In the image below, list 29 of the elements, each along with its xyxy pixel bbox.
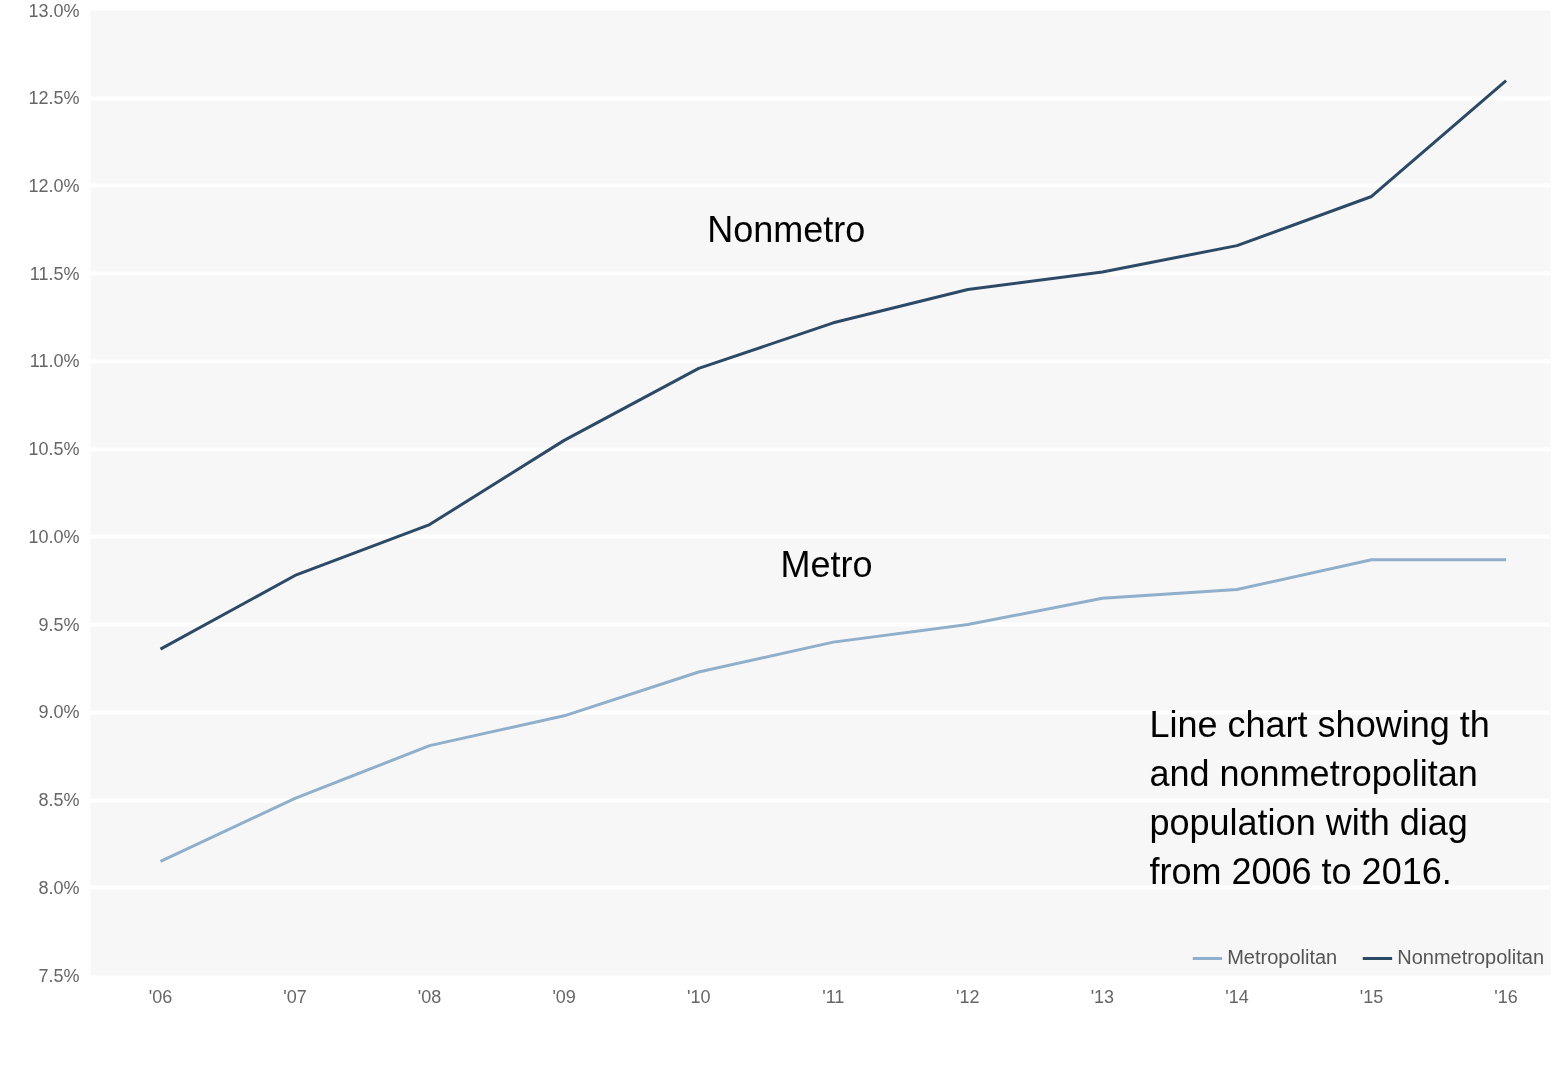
- x-tick-label: '12: [956, 986, 980, 1007]
- y-tick-label: 8.5%: [38, 790, 80, 811]
- x-tick-label: '10: [686, 986, 711, 1007]
- y-tick-label: 12.5%: [28, 88, 80, 109]
- annotation: Metro: [780, 544, 873, 586]
- x-tick-label: '07: [283, 986, 307, 1007]
- x-tick-label: '14: [1225, 986, 1249, 1007]
- y-tick-label: 10.5%: [28, 439, 80, 460]
- annotation: Nonmetro: [707, 209, 866, 251]
- legend-label: Nonmetropolitan: [1397, 946, 1544, 969]
- y-tick-label: 12.0%: [28, 175, 80, 196]
- x-tick-label: '13: [1090, 986, 1115, 1007]
- y-tick-label: 8.0%: [38, 877, 80, 898]
- y-tick-label: 10.0%: [28, 526, 80, 547]
- x-tick-label: '15: [1359, 986, 1384, 1007]
- line-series: [158, 79, 1508, 651]
- y-tick-label: 9.5%: [38, 614, 80, 635]
- x-tick-label: '16: [1494, 986, 1518, 1007]
- y-tick-label: 13.0%: [28, 0, 80, 21]
- y-tick-label: 11.0%: [29, 351, 80, 372]
- x-tick-label: '06: [148, 986, 173, 1007]
- x-tick-label: '11: [822, 986, 845, 1007]
- x-tick-label: '09: [552, 986, 576, 1007]
- x-tick-label: '08: [417, 986, 442, 1007]
- annotation: Line chart showing th and nonmetropolitan population with diag from 2006 to 2016.: [1149, 703, 1490, 893]
- y-tick-label: 7.5%: [38, 965, 80, 986]
- y-tick-label: 9.0%: [38, 702, 80, 723]
- y-tick-label: 11.5%: [29, 263, 80, 284]
- legend-label: Metropolitan: [1227, 946, 1338, 969]
